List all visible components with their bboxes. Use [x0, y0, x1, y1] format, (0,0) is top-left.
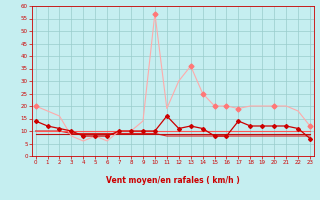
X-axis label: Vent moyen/en rafales ( km/h ): Vent moyen/en rafales ( km/h ) [106, 176, 240, 185]
